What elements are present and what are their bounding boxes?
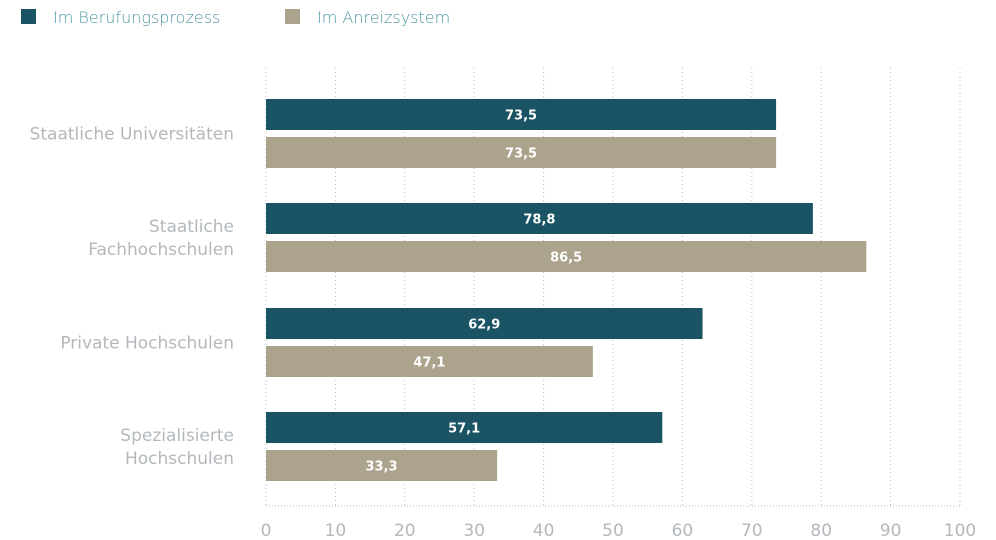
- x-tick-label-0: 0: [261, 521, 272, 540]
- category-label-4-2: Hochschulen: [125, 449, 234, 469]
- legend-label-2: Im Anreizsystem: [317, 8, 450, 27]
- bar-3-1: [266, 308, 703, 339]
- legend-label-1: Im Berufungsprozess: [53, 8, 220, 27]
- category-labels: Staatliche Universitäten Staatliche Fachho…: [30, 125, 234, 470]
- category-label-2-1: Staatliche: [149, 217, 234, 237]
- bar-label-1-1: 73,5: [505, 109, 537, 124]
- x-tick-labels: 0 10 20 30 40 50 60 70 80 90 100: [261, 521, 977, 540]
- x-tick-label-10: 10: [325, 521, 347, 540]
- legend: Im Berufungsprozess Im Anreizsystem: [21, 8, 450, 27]
- bar-2-1: [266, 203, 813, 234]
- bar-1-1: [266, 99, 777, 130]
- bar-label-4-2: 33,3: [366, 460, 398, 475]
- x-tick-label-100: 100: [944, 521, 976, 540]
- bar-4-1: [266, 412, 663, 443]
- bar-label-4-1: 57,1: [448, 422, 480, 437]
- bar-label-2-1: 78,8: [523, 213, 555, 228]
- category-label-4-1: Spezialisierte: [120, 426, 234, 446]
- x-tick-label-20: 20: [394, 521, 416, 540]
- x-tick-label-90: 90: [880, 521, 902, 540]
- legend-swatch-1: [21, 9, 36, 24]
- bar-label-2-2: 86,5: [550, 251, 582, 266]
- legend-swatch-2: [285, 9, 300, 24]
- category-label-3-1: Private Hochschulen: [60, 334, 234, 354]
- bar-label-3-1: 62,9: [468, 318, 500, 333]
- bar-4-2: [266, 450, 498, 481]
- x-tick-label-30: 30: [463, 521, 485, 540]
- bar-1-2: [266, 137, 777, 168]
- category-label-1-1: Staatliche Universitäten: [30, 125, 234, 145]
- bar-2-2: [266, 241, 867, 272]
- bars: 73,5 73,5 78,8 86,5 62,9 47,1 57,1 33,3: [266, 99, 867, 481]
- x-tick-label-70: 70: [741, 521, 763, 540]
- category-label-2-2: Fachhochschulen: [88, 240, 234, 260]
- bar-label-1-2: 73,5: [505, 147, 537, 162]
- x-tick-label-50: 50: [602, 521, 624, 540]
- x-tick-label-80: 80: [810, 521, 832, 540]
- bar-3-2: [266, 346, 593, 377]
- bar-label-3-2: 47,1: [413, 356, 445, 371]
- x-tick-label-40: 40: [533, 521, 555, 540]
- x-tick-label-60: 60: [672, 521, 694, 540]
